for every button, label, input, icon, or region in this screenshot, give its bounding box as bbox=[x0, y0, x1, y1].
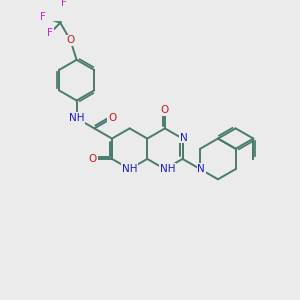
Text: N: N bbox=[180, 133, 187, 142]
Text: O: O bbox=[88, 154, 97, 164]
Text: O: O bbox=[108, 113, 116, 123]
Text: NH: NH bbox=[160, 164, 176, 174]
Text: O: O bbox=[161, 105, 169, 115]
Text: N: N bbox=[197, 164, 205, 174]
Text: O: O bbox=[66, 35, 75, 46]
Text: F: F bbox=[61, 0, 67, 8]
Text: F: F bbox=[40, 12, 46, 22]
Text: F: F bbox=[47, 28, 53, 38]
Text: NH: NH bbox=[122, 164, 137, 174]
Text: NH: NH bbox=[69, 113, 84, 123]
